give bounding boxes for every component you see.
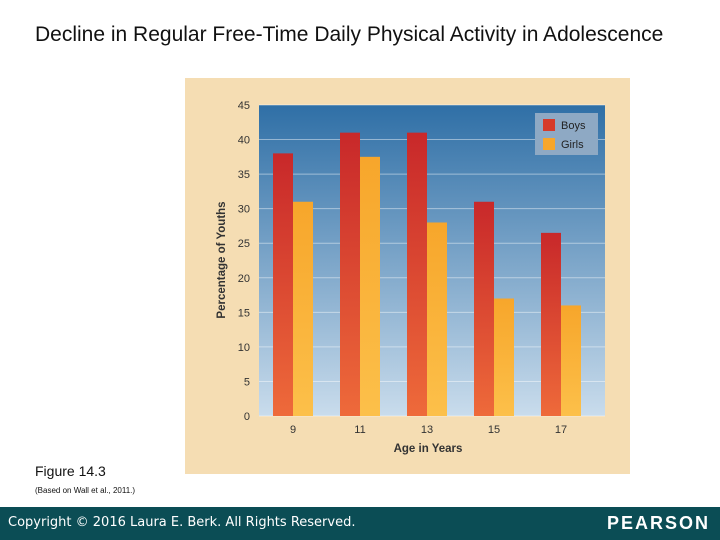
y-tick-label: 25 bbox=[238, 238, 250, 250]
y-axis-label: Percentage of Youths bbox=[216, 201, 228, 318]
x-axis-label: Age in Years bbox=[394, 443, 463, 455]
figure-label: Figure 14.3 bbox=[35, 463, 106, 479]
legend: Boys Girls bbox=[535, 113, 598, 155]
y-tick-label: 40 bbox=[238, 135, 250, 147]
bar-girls-age-9 bbox=[293, 201, 313, 416]
figure-source: (Based on Wall et al., 2011.) bbox=[35, 486, 136, 495]
y-tick-label: 30 bbox=[238, 204, 250, 216]
x-tick-label: 13 bbox=[421, 424, 433, 436]
bar-chart: 0 5 10 15 20 25 30 35 40 45 9 11 13 15 17 Percentage … bbox=[216, 100, 605, 455]
y-tick-label: 5 bbox=[244, 376, 250, 388]
slide-title: Decline in Regular Free-Time Daily Physi… bbox=[35, 23, 664, 46]
bar-boys-age-15 bbox=[474, 201, 494, 416]
bar-boys-age-17 bbox=[541, 232, 561, 416]
x-tick-label: 9 bbox=[290, 424, 296, 436]
copyright-text: Copyright © 2016 Laura E. Berk. All Righ… bbox=[8, 515, 356, 530]
y-tick-label: 45 bbox=[238, 100, 250, 112]
y-tick-label: 10 bbox=[238, 342, 250, 354]
x-tick-label: 15 bbox=[488, 424, 500, 436]
y-tick-label: 15 bbox=[238, 307, 250, 319]
bar-boys-age-13 bbox=[407, 132, 427, 416]
bar-boys-age-9 bbox=[273, 153, 293, 416]
y-tick-label: 35 bbox=[238, 169, 250, 181]
bar-boys-age-11 bbox=[340, 132, 360, 416]
bar-girls-age-13 bbox=[427, 222, 447, 416]
bar-girls-age-11 bbox=[360, 156, 380, 416]
legend-label-girls: Girls bbox=[561, 139, 584, 151]
y-tick-label: 0 bbox=[244, 411, 250, 423]
legend-swatch-boys bbox=[543, 119, 555, 131]
legend-swatch-girls bbox=[543, 138, 555, 150]
bar-girls-age-17 bbox=[561, 305, 581, 416]
bar-girls-age-15 bbox=[494, 298, 514, 416]
pearson-logo: PEARSON bbox=[606, 513, 710, 533]
y-tick-label: 20 bbox=[238, 273, 250, 285]
legend-label-boys: Boys bbox=[561, 120, 586, 132]
x-tick-label: 11 bbox=[354, 424, 365, 436]
footer-bar: Copyright © 2016 Laura E. Berk. All Righ… bbox=[0, 507, 720, 540]
x-tick-label: 17 bbox=[555, 424, 567, 436]
